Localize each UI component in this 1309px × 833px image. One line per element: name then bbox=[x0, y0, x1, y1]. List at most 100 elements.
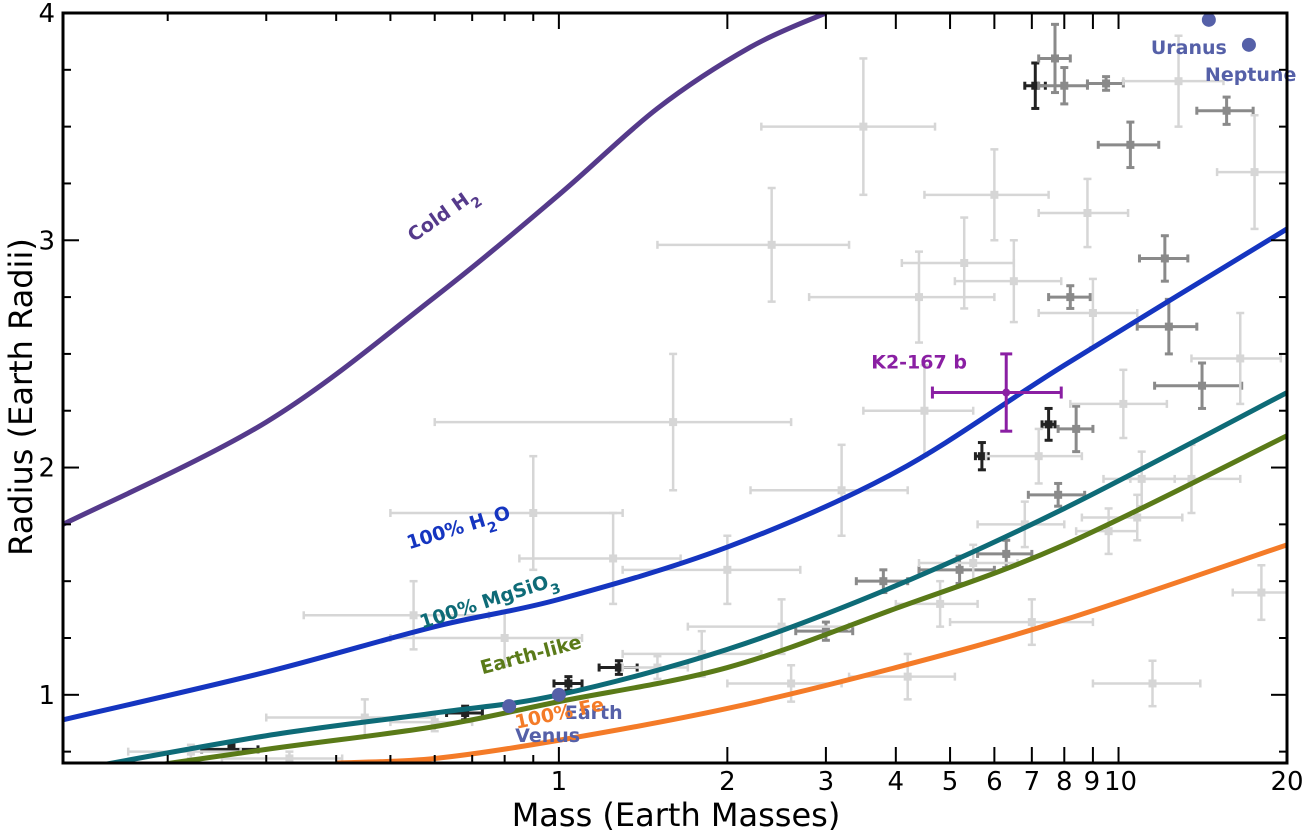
planet-marker bbox=[1133, 513, 1142, 522]
planet-marker bbox=[977, 452, 986, 461]
planet-marker bbox=[1066, 293, 1075, 302]
planet-marker bbox=[430, 718, 439, 727]
planet-point-29 bbox=[1037, 277, 1139, 349]
planet-point-23 bbox=[953, 239, 1063, 324]
planet-point-21 bbox=[1153, 361, 1244, 410]
planet-marker bbox=[1102, 79, 1111, 88]
planet-marker bbox=[1060, 81, 1069, 90]
solar-planet-label-venus: Venus bbox=[515, 725, 580, 747]
planet-point-19 bbox=[794, 620, 855, 642]
planet-point-14 bbox=[1195, 95, 1255, 126]
x-axis-label: Mass (Earth Masses) bbox=[512, 796, 841, 833]
planet-marker bbox=[1257, 588, 1266, 597]
planet-point-26 bbox=[656, 186, 851, 303]
planet-marker bbox=[1031, 81, 1040, 90]
x-tick-label: 2 bbox=[719, 767, 736, 797]
curve-label-0: Cold H2 bbox=[404, 183, 486, 252]
planet-point-9 bbox=[1037, 22, 1072, 95]
planet-point-61 bbox=[1080, 493, 1184, 542]
y-tick-label: 1 bbox=[38, 681, 55, 711]
planet-point-13 bbox=[1135, 297, 1199, 356]
x-tick-label: 6 bbox=[986, 767, 1003, 797]
x-tick-label: 5 bbox=[942, 767, 959, 797]
x-tick-label: 20 bbox=[1270, 767, 1303, 797]
planet-marker bbox=[955, 565, 964, 574]
planet-point-59 bbox=[976, 500, 1066, 549]
solar-planet-venus bbox=[502, 699, 517, 714]
planet-marker bbox=[859, 122, 868, 131]
curve-2 bbox=[98, 390, 1287, 763]
planet-marker bbox=[936, 599, 945, 608]
planet-marker bbox=[777, 622, 786, 631]
solar-planet-earth bbox=[551, 687, 566, 702]
highlight-label: K2-167 b bbox=[871, 352, 967, 374]
planet-marker bbox=[821, 627, 830, 636]
planet-marker bbox=[500, 634, 509, 642]
planet-marker bbox=[1034, 452, 1043, 461]
curve-3 bbox=[154, 433, 1287, 763]
planet-point-39 bbox=[948, 598, 1095, 647]
planet-point-8 bbox=[1037, 66, 1089, 106]
planet-point-34 bbox=[686, 598, 851, 656]
plot-frame bbox=[61, 11, 1289, 765]
planet-point-10 bbox=[1085, 75, 1125, 92]
planet-point-20 bbox=[1056, 404, 1095, 454]
planet-point-36 bbox=[621, 629, 763, 678]
curve-1 bbox=[63, 226, 1287, 723]
planet-marker bbox=[1051, 54, 1060, 63]
planet-point-12 bbox=[1137, 234, 1190, 283]
planet-marker bbox=[1009, 277, 1018, 286]
planet-marker bbox=[1174, 77, 1183, 86]
planet-marker bbox=[564, 679, 573, 688]
known-planets-layer bbox=[126, 22, 1287, 763]
solar-planet-label-neptune: Neptune bbox=[1205, 64, 1296, 86]
solar-planet-label-earth: Earth bbox=[565, 702, 623, 724]
planet-marker bbox=[653, 663, 662, 672]
curve-label-1: 100% H2O bbox=[404, 502, 515, 561]
planet-marker bbox=[990, 190, 999, 199]
planet-point-40 bbox=[1129, 443, 1242, 515]
planet-marker bbox=[1236, 354, 1245, 363]
planet-marker bbox=[914, 293, 923, 302]
curve-4 bbox=[336, 542, 1287, 763]
highlight-planet-layer: K2-167 b bbox=[871, 352, 1063, 433]
planet-marker bbox=[697, 649, 706, 658]
planet-point-30 bbox=[1069, 368, 1169, 440]
planet-point-25 bbox=[760, 57, 937, 197]
planet-point-48 bbox=[389, 454, 624, 572]
planet-marker bbox=[920, 406, 929, 415]
x-tick-label: 3 bbox=[818, 767, 835, 797]
planet-marker bbox=[227, 745, 236, 754]
planet-point-57 bbox=[621, 654, 690, 681]
planet-marker bbox=[1250, 168, 1259, 177]
planet-marker bbox=[723, 565, 732, 574]
planet-marker bbox=[360, 713, 369, 722]
planet-marker bbox=[1104, 527, 1113, 536]
highlight-marker bbox=[1002, 388, 1011, 397]
planet-point-41 bbox=[1190, 311, 1283, 406]
planet-marker bbox=[186, 747, 195, 756]
x-tick-label: 7 bbox=[1024, 767, 1041, 797]
solar-planet-uranus bbox=[1201, 12, 1216, 27]
planet-point-35 bbox=[621, 534, 802, 606]
planet-marker bbox=[1164, 322, 1173, 331]
planet-marker bbox=[409, 611, 418, 620]
curve-0 bbox=[63, 13, 827, 527]
planet-point-49 bbox=[749, 443, 909, 537]
x-tick-label: 1 bbox=[551, 767, 568, 797]
planet-marker bbox=[1044, 420, 1053, 429]
x-tick-label: 4 bbox=[888, 767, 905, 797]
planet-point-24 bbox=[807, 250, 996, 344]
planet-point-42 bbox=[1231, 564, 1287, 622]
planet-marker bbox=[1002, 549, 1011, 558]
planet-marker bbox=[529, 509, 538, 517]
planet-marker bbox=[1072, 424, 1081, 433]
planet-marker bbox=[1027, 618, 1036, 627]
planet-marker bbox=[669, 418, 678, 427]
planet-point-53 bbox=[1215, 114, 1287, 231]
planet-marker bbox=[1088, 309, 1097, 317]
planet-marker bbox=[1054, 490, 1063, 499]
planet-point-52 bbox=[1122, 34, 1225, 128]
